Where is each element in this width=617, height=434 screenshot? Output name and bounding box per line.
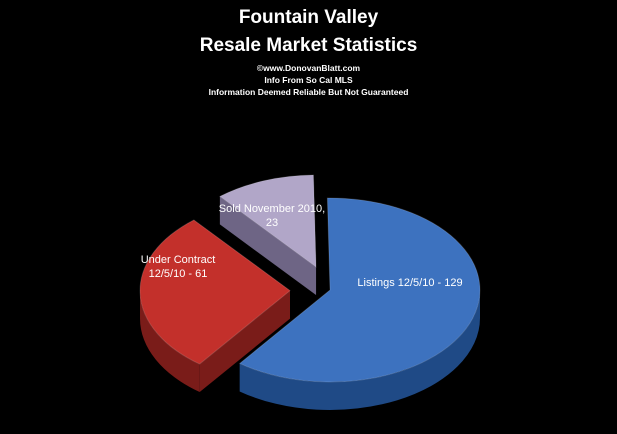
pie-label-line: Sold November 2010, [219,203,325,215]
chart-subtitle-copyright: ©www.DonovanBlatt.com [256,63,361,73]
pie-top-layer [139,174,481,383]
pie-slice-sold-november-2010 [218,174,317,269]
chart-subtitle-source: Info From So Cal MLS [264,75,353,85]
pie-side-under-contract [140,290,200,393]
pie-label-line: 12/5/10 - 61 [149,268,208,280]
chart-title-line-2: Resale Market Statistics [199,35,418,56]
pie-label-line: 23 [266,217,278,229]
chart-title-line-1: Fountain Valley [238,7,379,28]
pie-slice-under-contract [139,219,291,365]
pie-side-listings [239,290,480,410]
pie-slice-listings [238,197,481,383]
pie-wall-sold-november-2010-0 [219,196,317,296]
pie-label-line: Under Contract [141,254,216,266]
chart-subtitle-disclaimer: Information Deemed Reliable But Not Guar… [208,87,409,97]
pie-label-listings: Listings 12/5/10 - 129 [357,277,462,289]
pie-wall-under-contract-0 [199,290,291,393]
pie-label-sold-november-2010: Sold November 2010, 23 [219,203,325,229]
pie-label-under-contract: Under Contract 12/5/10 - 61 [141,254,216,280]
pie-label-line: Listings 12/5/10 - 129 [357,277,462,289]
pie-label-layer: Listings 12/5/10 - 129 Under Contract 12/5… [141,203,463,289]
